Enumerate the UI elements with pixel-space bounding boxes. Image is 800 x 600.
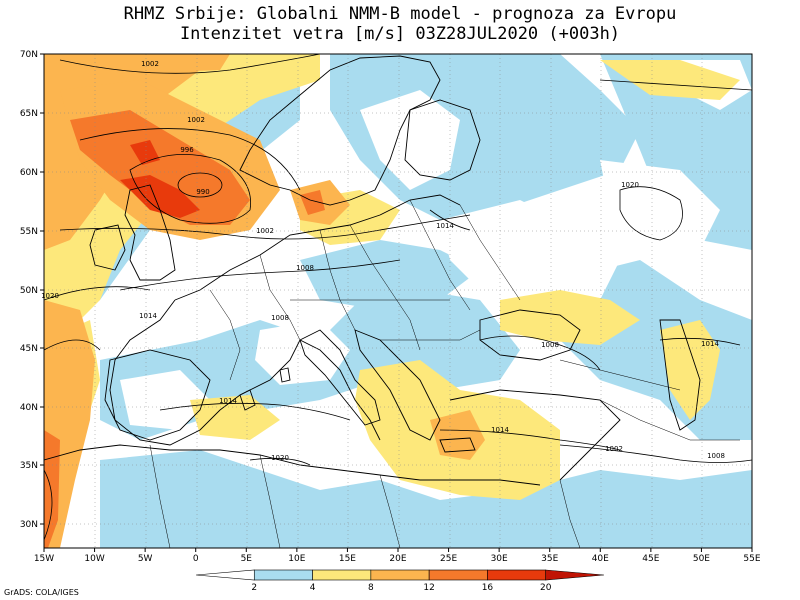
colorbar: 2 4 8 12 16 20: [195, 569, 605, 593]
colorbar-segment: [253, 569, 313, 581]
lon-tick-label: 15E: [339, 554, 356, 564]
lat-tick-label: 70N: [20, 50, 38, 60]
lon-tick-label: 45E: [642, 554, 659, 564]
isobar-label: 1008: [296, 264, 314, 272]
lon-tick-label: 10E: [288, 554, 305, 564]
isobars: [44, 54, 752, 541]
isobar-label: 1014: [491, 426, 509, 434]
lon-tick-label: 55E: [743, 554, 760, 564]
map-title-line-1: RHMZ Srbije: Globalni NMM-B model - prog…: [123, 4, 677, 24]
lat-tick-label: 45N: [20, 344, 38, 354]
colorbar-segment: [370, 569, 430, 581]
lon-tick-label: 15W: [34, 554, 54, 564]
lon-tick-label: 0: [193, 554, 199, 564]
colorbar-label: 4: [310, 583, 316, 593]
longitude-ticks: 15W 10W 5W 0 5E 10E 15E 20E 25E 30E 35E 40E 45E 50E 55…: [34, 548, 761, 564]
latitude-ticks: 70N 65N 60N 55N 50N 45N 40N 35N 30N: [20, 50, 44, 530]
lon-tick-label: 20E: [389, 554, 406, 564]
colorbar-segment: [487, 569, 547, 581]
isobar-labels: 1002 1002 996 990 1002 1008 1014 1020 1008 1014 10…: [41, 60, 725, 462]
isobar-label: 1014: [701, 340, 719, 348]
lat-tick-label: 30N: [20, 520, 38, 530]
isobar-label: 1014: [139, 312, 157, 320]
isobar-label: 1002: [187, 116, 205, 124]
lon-tick-label: 50E: [693, 554, 710, 564]
lat-tick-label: 60N: [20, 168, 38, 178]
isobar-label: 1002: [141, 60, 159, 68]
credit-text: GrADS: COLA/IGES: [4, 588, 79, 597]
colorbar-label: 2: [251, 583, 257, 593]
lon-tick-label: 5W: [138, 554, 153, 564]
map-plot-area: [44, 54, 752, 548]
colorbar-segment: [545, 569, 605, 581]
lat-tick-label: 40N: [20, 403, 38, 413]
map-title-line-2: Intenzitet vetra [m/s] 03Z28JUL2020 (+00…: [179, 24, 621, 44]
isobar-label: 1008: [707, 452, 725, 460]
isobar-label: 996: [180, 146, 194, 154]
colorbar-label: 20: [540, 583, 552, 593]
isobar-label: 1014: [436, 222, 454, 230]
colorbar-segment: [428, 569, 488, 581]
colorbar-label: 12: [423, 583, 434, 593]
isobar-label: 1008: [541, 341, 559, 349]
colorbar-segment: [312, 569, 372, 581]
lon-tick-label: 25E: [440, 554, 457, 564]
isobar-label: 1014: [219, 397, 237, 405]
isobar-label: 1020: [621, 181, 639, 189]
isobar-label: 990: [196, 188, 209, 196]
lon-tick-label: 5E: [241, 554, 253, 564]
colorbar-segment: [195, 569, 255, 581]
lat-tick-label: 65N: [20, 109, 38, 119]
lon-tick-label: 10W: [84, 554, 104, 564]
lat-tick-label: 55N: [20, 227, 38, 237]
wind-band-12-16: [44, 110, 325, 548]
colorbar-label: 8: [368, 583, 374, 593]
lon-tick-label: 40E: [592, 554, 609, 564]
isobar-label: 1002: [256, 227, 274, 235]
lat-tick-label: 35N: [20, 461, 38, 471]
isobar-label: 1008: [271, 314, 289, 322]
lat-tick-label: 50N: [20, 286, 38, 296]
isobar-label: 1002: [605, 445, 623, 453]
lon-tick-label: 35E: [541, 554, 558, 564]
isobar-label: 1020: [271, 454, 289, 462]
colorbar-label: 16: [482, 583, 494, 593]
lon-tick-label: 30E: [491, 554, 508, 564]
wind-band-16-20: [120, 140, 200, 218]
isobar-label: 1020: [41, 292, 59, 300]
